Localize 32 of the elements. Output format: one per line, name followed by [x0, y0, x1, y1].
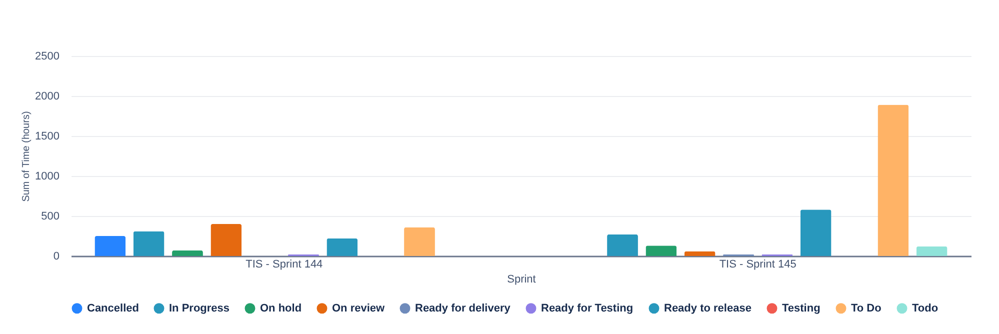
legend-label: On hold — [260, 302, 302, 314]
y-tick-label: 1500 — [35, 130, 60, 142]
y-tick-label: 0 — [53, 250, 60, 262]
bar — [684, 251, 716, 256]
legend-label: In Progress — [169, 302, 230, 314]
y-tick-label: 2000 — [35, 90, 60, 102]
bar — [646, 246, 677, 256]
legend-label: On review — [332, 302, 386, 314]
y-axis-title: Sum of Time (hours) — [21, 111, 32, 202]
bar — [172, 250, 203, 256]
y-tick-label: 2500 — [35, 50, 60, 62]
x-axis-title: Sprint — [507, 274, 536, 286]
legend-label: Testing — [782, 302, 820, 314]
y-tick-label: 500 — [41, 210, 60, 222]
legend-label: To Do — [851, 302, 882, 314]
bar — [133, 231, 164, 256]
bar — [800, 210, 832, 256]
y-tick-label: 1000 — [35, 170, 60, 182]
bar — [878, 104, 909, 256]
legend-label: Ready for delivery — [415, 302, 512, 314]
legend-label: Todo — [912, 302, 938, 314]
bar — [404, 227, 435, 256]
bar — [916, 246, 948, 256]
legend-label: Ready for Testing — [541, 302, 634, 314]
legend-label: Cancelled — [87, 302, 139, 314]
bar — [326, 238, 358, 256]
bar — [210, 224, 242, 256]
bar — [94, 236, 126, 256]
bar — [607, 234, 638, 256]
legend-label: Ready to release — [664, 302, 752, 314]
x-tick-label: TIS - Sprint 145 — [719, 258, 796, 270]
x-tick-label: TIS - Sprint 144 — [246, 258, 323, 270]
